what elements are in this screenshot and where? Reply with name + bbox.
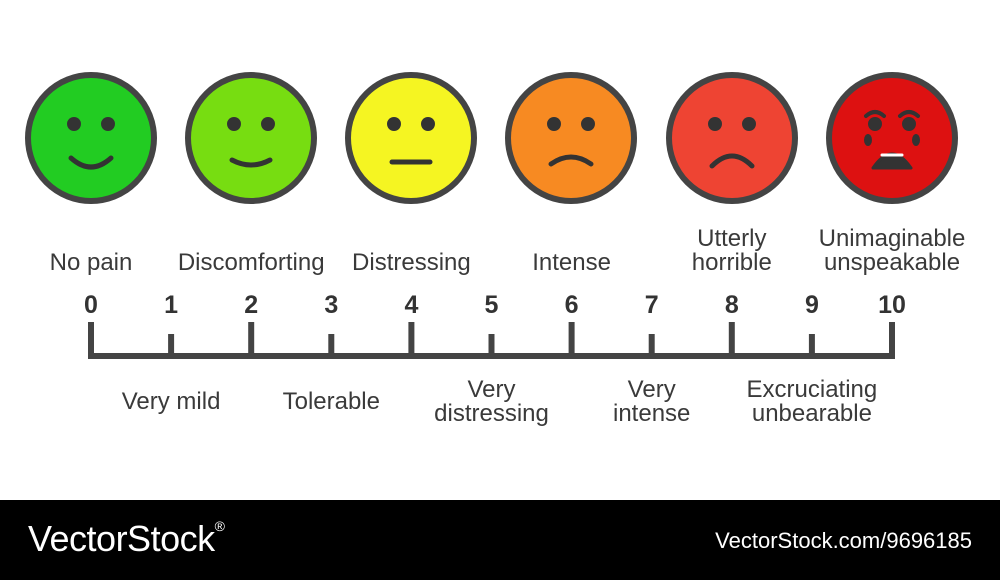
tick-label-5: 5 xyxy=(485,291,499,319)
top-label-10: Unimaginable unspeakable xyxy=(819,225,966,276)
bottom-label-1: Very mild xyxy=(122,388,221,415)
mouth xyxy=(709,153,755,169)
label-line: Excruciating xyxy=(747,376,878,403)
crying-face-icon xyxy=(826,72,958,204)
bottom-label-3: Tolerable xyxy=(283,388,380,415)
face-circle xyxy=(185,72,317,204)
top-label-0: No pain xyxy=(50,249,133,276)
image-url: VectorStock.com/9696185 xyxy=(715,528,972,553)
top-label-4: Distressing xyxy=(352,249,471,276)
brand-name: VectorStock xyxy=(28,518,215,559)
pain-scale-diagram: No pain Discomforting Distressing Intense Ut… xyxy=(25,72,966,427)
tick-label-3: 3 xyxy=(324,291,338,319)
top-label-2: Discomforting xyxy=(178,249,325,276)
tick-label-4: 4 xyxy=(404,291,418,319)
left-brow xyxy=(864,110,886,118)
left-eye xyxy=(67,117,81,131)
bottom-label-7: Very intense xyxy=(613,376,690,427)
sad-face-icon xyxy=(666,72,798,204)
label-line: distressing xyxy=(434,400,549,427)
top-label-6: Intense xyxy=(532,249,611,276)
tick-label-9: 9 xyxy=(805,291,819,319)
right-eye xyxy=(421,117,435,131)
frown-face-icon xyxy=(505,72,637,204)
face-circle xyxy=(25,72,157,204)
left-eye xyxy=(387,117,401,131)
scale-bar xyxy=(88,322,895,359)
face-circle xyxy=(345,72,477,204)
label-line: Intense xyxy=(532,249,611,276)
neutral-face-icon xyxy=(345,72,477,204)
left-eye xyxy=(227,117,241,131)
tick-label-10: 10 xyxy=(878,291,906,319)
vectorstock-logo: VectorStock® xyxy=(28,518,225,560)
tick-label-1: 1 xyxy=(164,291,178,319)
label-line: Very xyxy=(467,376,515,403)
left-eye xyxy=(547,117,561,131)
label-line: Distressing xyxy=(352,249,471,276)
tick-label-2: 2 xyxy=(244,291,258,319)
bottom-label-5: Very distressing xyxy=(434,376,549,427)
right-tear xyxy=(912,134,920,146)
mouth xyxy=(68,155,114,170)
label-line: No pain xyxy=(50,249,133,276)
label-line: Very mild xyxy=(122,388,221,415)
tick-label-7: 7 xyxy=(645,291,659,319)
label-line: Unimaginable xyxy=(819,225,966,252)
label-line: Discomforting xyxy=(178,249,325,276)
top-labels: No pain Discomforting Distressing Intense Ut… xyxy=(50,225,966,276)
right-eye xyxy=(101,117,115,131)
face-circle xyxy=(666,72,798,204)
label-line: unbearable xyxy=(752,400,872,427)
slight-smile-face-icon xyxy=(185,72,317,204)
face-circle xyxy=(505,72,637,204)
top-label-8: Utterly horrible xyxy=(692,225,772,276)
right-eye xyxy=(742,117,756,131)
label-line: Tolerable xyxy=(283,388,380,415)
bottom-label-9: Excruciating unbearable xyxy=(747,376,878,427)
right-eye xyxy=(902,117,916,131)
left-eye xyxy=(708,117,722,131)
label-line: unspeakable xyxy=(824,249,960,276)
tick-label-8: 8 xyxy=(725,291,739,319)
right-eye xyxy=(581,117,595,131)
label-line: Utterly xyxy=(697,225,766,252)
left-tear xyxy=(864,134,872,146)
mouth xyxy=(229,157,273,168)
label-line: intense xyxy=(613,400,690,427)
faces-row xyxy=(25,72,958,204)
left-eye xyxy=(868,117,882,131)
scale-numbers: 0 1 2 3 4 5 6 7 8 9 10 xyxy=(84,291,906,319)
tick-label-0: 0 xyxy=(84,291,98,319)
right-eye xyxy=(261,117,275,131)
footer-bar: VectorStock® VectorStock.com/9696185 xyxy=(0,500,1000,580)
label-line: Very xyxy=(628,376,676,403)
tick-label-6: 6 xyxy=(565,291,579,319)
happy-face-icon xyxy=(25,72,157,204)
registered-mark: ® xyxy=(214,518,225,534)
face-circle xyxy=(826,72,958,204)
label-line: horrible xyxy=(692,249,772,276)
right-brow xyxy=(898,110,920,118)
mouth xyxy=(548,154,594,167)
